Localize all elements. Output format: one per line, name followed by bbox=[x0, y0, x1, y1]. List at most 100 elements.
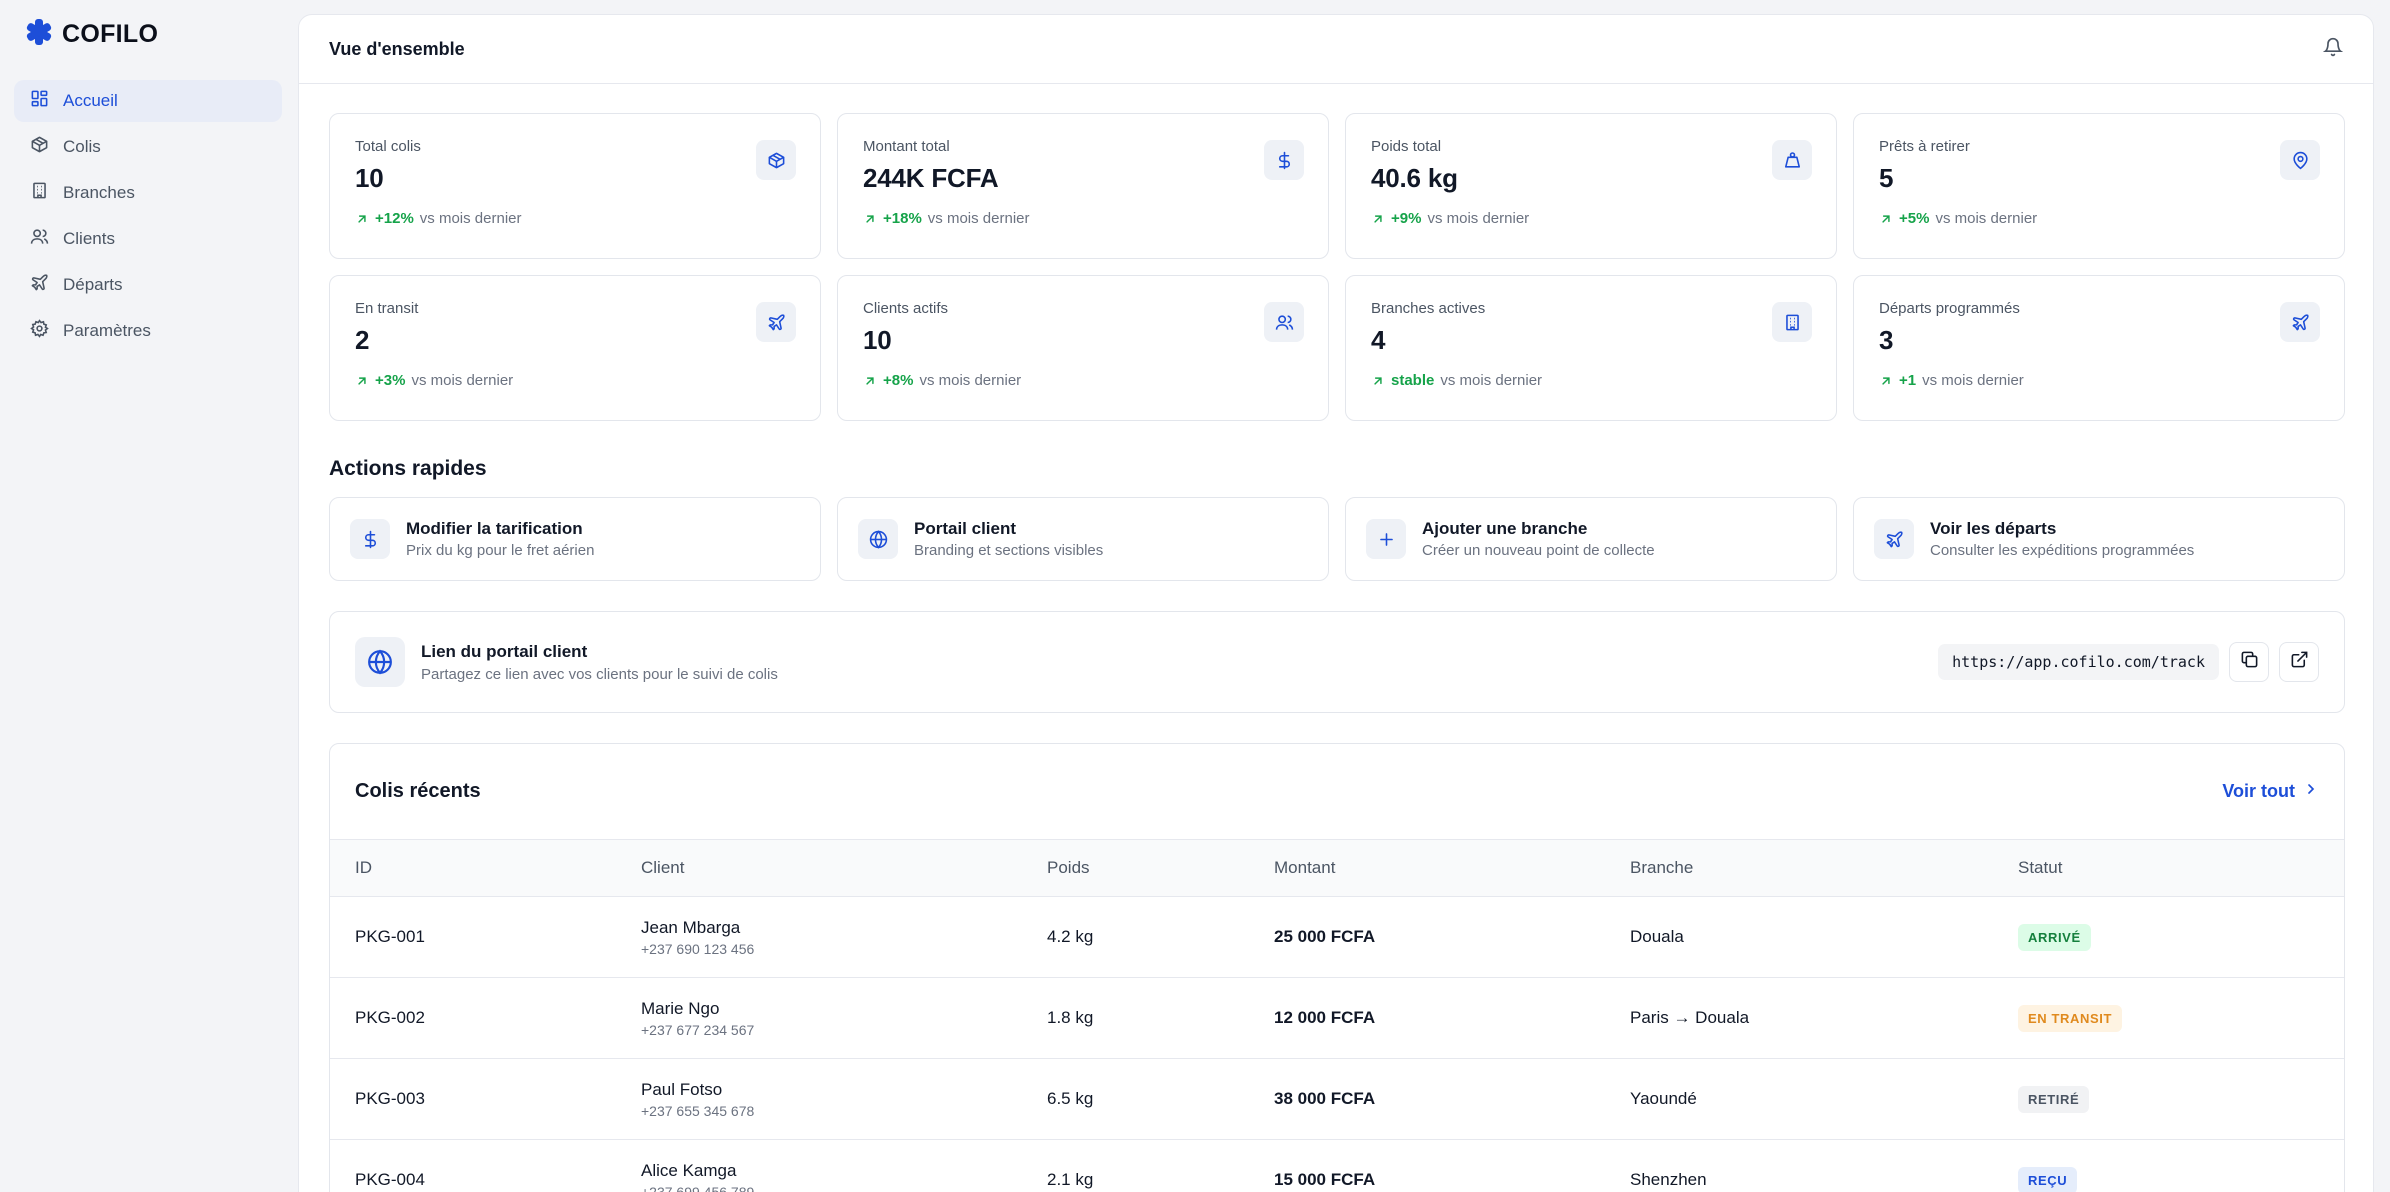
trend-value: +18% bbox=[883, 210, 922, 227]
recent-packages-table: ID Client Poids Montant Branche Statut P… bbox=[330, 839, 2344, 1192]
action-subtitle: Consulter les expéditions programmées bbox=[1930, 542, 2195, 559]
package-amount: 38 000 FCFA bbox=[1249, 1058, 1605, 1140]
status-cell: RETIRÉ bbox=[1993, 1058, 2344, 1140]
gear-icon bbox=[30, 319, 49, 343]
table-row[interactable]: PKG-002 Marie Ngo +237 677 234 567 1.8 k… bbox=[330, 977, 2344, 1059]
stat-value: 40.6 kg bbox=[1371, 163, 1458, 193]
stat-trend: +1 vs mois dernier bbox=[1879, 372, 2319, 389]
column-header-client[interactable]: Client bbox=[616, 839, 1022, 897]
client-cell: Paul Fotso +237 655 345 678 bbox=[616, 1058, 1022, 1140]
copy-link-button[interactable] bbox=[2229, 642, 2269, 682]
stat-value: 4 bbox=[1371, 325, 1386, 355]
column-header-statut[interactable]: Statut bbox=[1993, 839, 2344, 897]
package-weight: 4.2 kg bbox=[1022, 896, 1249, 978]
client-phone: +237 677 234 567 bbox=[641, 1021, 755, 1038]
action-title: Modifier la tarification bbox=[406, 519, 583, 538]
view-all-link[interactable]: Voir tout bbox=[2222, 781, 2319, 802]
topbar: Vue d'ensemble bbox=[299, 15, 2373, 84]
trend-up-icon bbox=[355, 374, 369, 388]
sidebar: COFILO Accueil Colis Branches Clients bbox=[0, 0, 296, 1192]
stat-label: Montant total bbox=[863, 138, 950, 155]
package-id: PKG-002 bbox=[330, 977, 616, 1059]
column-header-branche[interactable]: Branche bbox=[1605, 839, 1993, 897]
sidebar-item-parametres[interactable]: Paramètres bbox=[14, 310, 282, 352]
portal-link-card: Lien du portail client Partagez ce lien … bbox=[329, 611, 2345, 713]
building-icon bbox=[1772, 302, 1812, 342]
main-panel: Vue d'ensemble Total colis 10 +12% vs mo… bbox=[298, 14, 2374, 1192]
sidebar-nav: Accueil Colis Branches Clients Départs bbox=[14, 80, 282, 352]
package-amount: 15 000 FCFA bbox=[1249, 1139, 1605, 1192]
page-title: Vue d'ensemble bbox=[329, 38, 465, 59]
sidebar-item-branches[interactable]: Branches bbox=[14, 172, 282, 214]
action-modifier-tarification[interactable]: Modifier la tarification Prix du kg pour… bbox=[329, 497, 821, 581]
status-badge: RETIRÉ bbox=[2018, 1085, 2090, 1113]
column-header-montant[interactable]: Montant bbox=[1249, 839, 1605, 897]
sidebar-item-label: Accueil bbox=[63, 91, 118, 110]
status-badge: ARRIVÉ bbox=[2018, 923, 2091, 951]
sidebar-item-label: Colis bbox=[63, 137, 101, 156]
sidebar-item-colis[interactable]: Colis bbox=[14, 126, 282, 168]
stat-label: En transit bbox=[355, 300, 419, 317]
stat-value: 2 bbox=[355, 325, 370, 355]
trend-up-icon bbox=[1371, 374, 1385, 388]
action-voir-departs[interactable]: Voir les départs Consulter les expéditio… bbox=[1853, 497, 2345, 581]
sidebar-item-clients[interactable]: Clients bbox=[14, 218, 282, 260]
trend-suffix: vs mois dernier bbox=[1922, 372, 2024, 389]
stat-card-poids-total: Poids total 40.6 kg +9% vs mois dernier bbox=[1345, 113, 1837, 259]
client-name: Jean Mbarga bbox=[641, 917, 741, 937]
trend-suffix: vs mois dernier bbox=[419, 210, 522, 227]
action-subtitle: Branding et sections visibles bbox=[914, 542, 1104, 559]
stat-label: Poids total bbox=[1371, 138, 1442, 155]
plane-icon bbox=[1874, 519, 1914, 559]
status-badge: EN TRANSIT bbox=[2018, 1004, 2122, 1032]
chevron-right-icon bbox=[2303, 781, 2319, 802]
package-branch: Shenzhen bbox=[1605, 1139, 1993, 1192]
client-phone: +237 699 456 789 bbox=[641, 1183, 755, 1192]
trend-up-icon bbox=[1879, 374, 1893, 388]
stat-value: 10 bbox=[355, 163, 384, 193]
sidebar-item-accueil[interactable]: Accueil bbox=[14, 80, 282, 122]
portal-link-actions: https://app.cofilo.com/track bbox=[1938, 642, 2319, 682]
table-row[interactable]: PKG-004 Alice Kamga +237 699 456 789 2.1… bbox=[330, 1139, 2344, 1192]
stat-card-clients-actifs: Clients actifs 10 +8% vs mois dernier bbox=[837, 275, 1329, 421]
stat-trend: +18% vs mois dernier bbox=[863, 210, 1303, 227]
stats-grid: Total colis 10 +12% vs mois dernier Mont… bbox=[329, 113, 2345, 421]
table-row[interactable]: PKG-001 Jean Mbarga +237 690 123 456 4.2… bbox=[330, 896, 2344, 978]
external-link-icon bbox=[2290, 650, 2309, 674]
action-title: Ajouter une branche bbox=[1422, 519, 1588, 538]
copy-icon bbox=[2240, 650, 2259, 674]
trend-value: +12% bbox=[375, 210, 414, 227]
trend-suffix: vs mois dernier bbox=[1427, 210, 1530, 227]
stat-label: Départs programmés bbox=[1879, 300, 2020, 317]
stat-card-branches-actives: Branches actives 4 stable vs mois dernie… bbox=[1345, 275, 1837, 421]
action-portail-client[interactable]: Portail client Branding et sections visi… bbox=[837, 497, 1329, 581]
stat-card-prets-a-retirer: Prêts à retirer 5 +5% vs mois dernier bbox=[1853, 113, 2345, 259]
open-link-button[interactable] bbox=[2279, 642, 2319, 682]
portal-url[interactable]: https://app.cofilo.com/track bbox=[1938, 644, 2219, 680]
map-pin-icon bbox=[2280, 140, 2320, 180]
stat-card-montant-total: Montant total 244K FCFA +18% vs mois der… bbox=[837, 113, 1329, 259]
action-ajouter-branche[interactable]: Ajouter une branche Créer un nouveau poi… bbox=[1345, 497, 1837, 581]
client-cell: Marie Ngo +237 677 234 567 bbox=[616, 977, 1022, 1059]
trend-up-icon bbox=[355, 212, 369, 226]
stat-card-departs-programmes: Départs programmés 3 +1 vs mois dernier bbox=[1853, 275, 2345, 421]
table-row[interactable]: PKG-003 Paul Fotso +237 655 345 678 6.5 … bbox=[330, 1058, 2344, 1140]
stat-label: Branches actives bbox=[1371, 300, 1486, 317]
brand-logo[interactable]: COFILO bbox=[14, 16, 282, 50]
package-weight: 6.5 kg bbox=[1022, 1058, 1249, 1140]
table-header-row: ID Client Poids Montant Branche Statut bbox=[330, 839, 2344, 897]
client-cell: Jean Mbarga +237 690 123 456 bbox=[616, 896, 1022, 978]
stat-value: 5 bbox=[1879, 163, 1894, 193]
notification-bell-icon[interactable] bbox=[2322, 37, 2344, 62]
sidebar-item-departs[interactable]: Départs bbox=[14, 264, 282, 306]
weight-icon bbox=[1772, 140, 1812, 180]
column-header-id[interactable]: ID bbox=[330, 839, 616, 897]
sidebar-item-label: Clients bbox=[63, 229, 115, 248]
client-phone: +237 655 345 678 bbox=[641, 1102, 755, 1119]
trend-suffix: vs mois dernier bbox=[411, 372, 514, 389]
view-all-label: Voir tout bbox=[2222, 781, 2295, 801]
globe-icon bbox=[355, 637, 405, 687]
trend-value: +5% bbox=[1899, 210, 1930, 227]
column-header-poids[interactable]: Poids bbox=[1022, 839, 1249, 897]
globe-icon bbox=[858, 519, 898, 559]
